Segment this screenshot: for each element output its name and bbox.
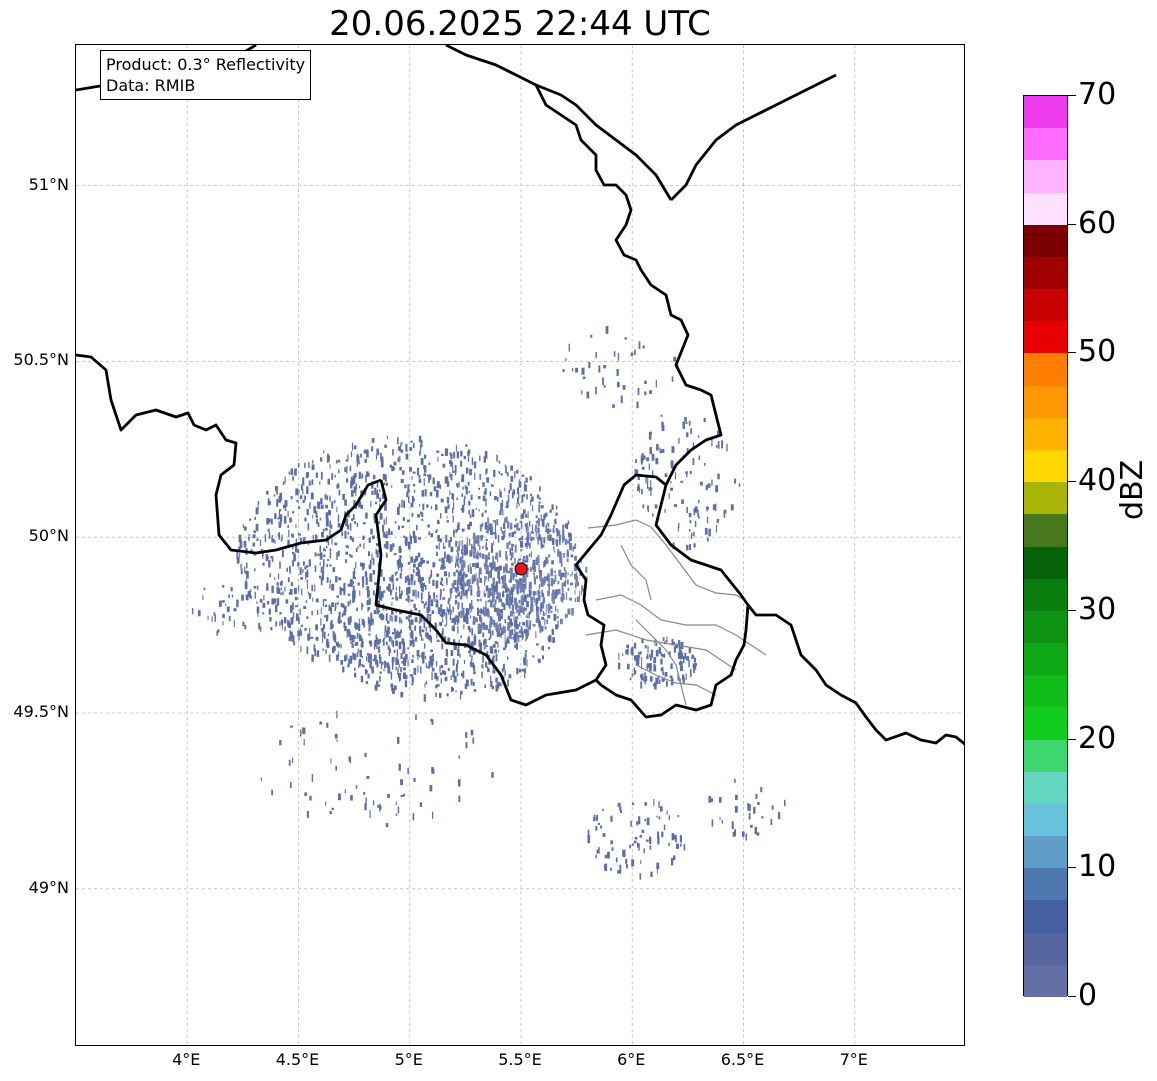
colorbar-tick-label: 60 (1078, 205, 1117, 241)
radar-site-marker (514, 562, 528, 576)
colorbar-segment (1024, 449, 1067, 483)
colorbar-tick (1068, 95, 1076, 96)
colorbar-tick-label: 50 (1078, 334, 1117, 370)
colorbar-tick (1068, 996, 1076, 997)
colorbar-segment (1024, 160, 1067, 194)
colorbar-segment (1024, 289, 1067, 322)
colorbar-tick (1068, 352, 1076, 354)
colorbar-segment (1024, 900, 1067, 934)
longitude-tick-label: 6°E (617, 1050, 646, 1069)
admin-borders (585, 519, 767, 706)
colorbar-segment (1024, 546, 1067, 580)
colorbar-segment (1024, 96, 1067, 129)
colorbar-tick-label: 70 (1078, 77, 1117, 112)
latitude-tick-label: 51°N (28, 174, 69, 194)
longitude-tick-label: 5.5°E (498, 1050, 542, 1069)
product-label: Product: 0.3° Reflectivity (106, 55, 306, 74)
colorbar-segment (1024, 964, 1067, 998)
latitude-tick-label: 49°N (28, 877, 69, 897)
colorbar-segment (1024, 578, 1067, 612)
longitude-tick-label: 7°E (839, 1050, 868, 1069)
colorbar-segment (1024, 771, 1067, 805)
colorbar-segment (1024, 482, 1067, 515)
country-borders (76, 45, 964, 746)
radar-echoes (191, 326, 786, 880)
colorbar-segment (1024, 643, 1067, 676)
colorbar-segment (1024, 417, 1067, 451)
colorbar-segment (1024, 836, 1067, 869)
colorbar-unit-label: dBZ (1115, 459, 1150, 520)
colorbar-tick-label: 30 (1078, 591, 1117, 627)
map-title: 20.06.2025 22:44 UTC (329, 4, 711, 44)
colorbar (1023, 95, 1068, 998)
colorbar-segment (1024, 707, 1067, 741)
colorbar-tick (1068, 738, 1076, 740)
radar-site-dot (514, 562, 528, 576)
latitude-tick-label: 50.5°N (13, 350, 69, 370)
colorbar-segment (1024, 321, 1067, 354)
colorbar-segment (1024, 256, 1067, 290)
colorbar-tick (1068, 223, 1076, 225)
data-source-label: Data: RMIB (106, 76, 196, 95)
map-canvas (76, 45, 964, 1045)
colorbar-tick-label: 0 (1078, 978, 1098, 1013)
colorbar-tick (1068, 481, 1076, 483)
colorbar-segment (1024, 803, 1067, 837)
colorbar-segment (1024, 868, 1067, 901)
colorbar-segment (1024, 385, 1067, 419)
longitude-tick-label: 6.5°E (720, 1050, 765, 1069)
colorbar-segment (1024, 353, 1067, 387)
colorbar-segment (1024, 128, 1067, 161)
colorbar-tick (1068, 867, 1076, 869)
latitude-tick-label: 50°N (28, 526, 69, 546)
colorbar-segment (1024, 514, 1067, 547)
radar-map[interactable] (75, 44, 965, 1046)
colorbar-tick-label: 40 (1078, 463, 1117, 499)
colorbar-segment (1024, 192, 1067, 226)
colorbar-tick-label: 20 (1078, 720, 1117, 756)
colorbar-tick-label: 10 (1078, 849, 1117, 885)
product-info-box: Product: 0.3° Reflectivity Data: RMIB (100, 50, 312, 100)
colorbar-segment (1024, 675, 1067, 708)
latitude-tick-label: 49.5°N (13, 702, 69, 721)
longitude-tick-label: 4°E (172, 1050, 201, 1069)
longitude-tick-label: 5°E (394, 1050, 423, 1069)
colorbar-tick (1068, 609, 1076, 611)
colorbar-segment (1024, 224, 1067, 258)
colorbar-segment (1024, 932, 1067, 966)
colorbar-segment (1024, 610, 1067, 644)
longitude-tick-label: 4.5°E (275, 1050, 320, 1069)
colorbar-segment (1024, 739, 1067, 773)
